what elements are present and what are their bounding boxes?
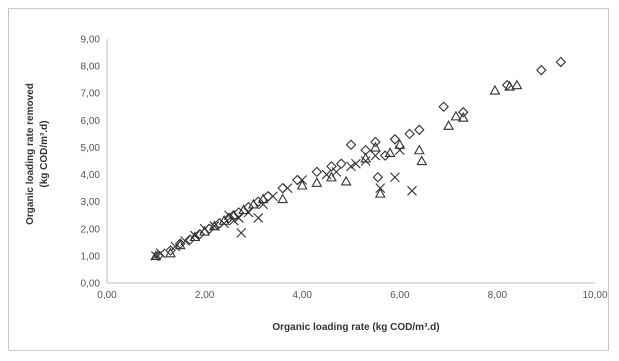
diamond-marker bbox=[404, 128, 415, 140]
x-marker bbox=[155, 248, 166, 259]
x-marker bbox=[375, 183, 386, 193]
x-marker bbox=[407, 185, 417, 196]
diamond-marker bbox=[501, 79, 513, 91]
x-marker bbox=[199, 223, 210, 234]
x-axis-ticks: 0,00 2,00 4,00 6,00 8,00 10,00 bbox=[97, 290, 608, 301]
triangle-marker bbox=[416, 155, 428, 166]
diamond-marker bbox=[372, 171, 384, 183]
triangle-marker bbox=[218, 215, 230, 225]
diamond-marker bbox=[457, 106, 469, 118]
x-marker bbox=[346, 161, 356, 172]
x-marker bbox=[370, 150, 381, 161]
x-marker bbox=[228, 215, 239, 226]
triangle-marker bbox=[394, 139, 406, 149]
x-marker bbox=[209, 221, 220, 231]
y-tick-label: 2,00 bbox=[81, 224, 101, 235]
y-axis-ticks: 0,00 1,00 2,00 3,00 4,00 5,00 6,00 7,00 8,00 9,00 bbox=[81, 35, 101, 290]
triangle-marker bbox=[174, 239, 186, 250]
x-marker bbox=[360, 156, 371, 166]
x-marker bbox=[170, 241, 181, 252]
triangle-marker bbox=[296, 179, 308, 190]
y-tick-label: 1,00 bbox=[81, 251, 101, 262]
x-marker bbox=[150, 251, 161, 261]
triangle-marker bbox=[208, 220, 220, 231]
x-marker bbox=[258, 199, 269, 210]
x-marker bbox=[189, 230, 200, 241]
diamond-marker bbox=[536, 64, 547, 76]
x-axis-title: Organic loading rate (kg COD/m³.d) bbox=[272, 322, 439, 333]
triangle-marker bbox=[457, 111, 469, 122]
y-tick-label: 6,00 bbox=[81, 116, 101, 127]
x-marker bbox=[243, 207, 254, 218]
triangle-marker bbox=[489, 84, 501, 95]
diamond-marker bbox=[194, 228, 205, 240]
y-tick-label: 8,00 bbox=[81, 62, 101, 73]
y-tick-label: 4,00 bbox=[81, 170, 101, 181]
y-tick-label: 7,00 bbox=[81, 89, 101, 100]
triangle-marker bbox=[374, 187, 386, 198]
x-tick-label: 6,00 bbox=[390, 290, 410, 301]
diamond-marker bbox=[326, 161, 337, 172]
chart-frame: 0,00 1,00 2,00 3,00 4,00 5,00 6,00 7,00 8,00 9,00… bbox=[8, 8, 609, 351]
triangle-marker bbox=[504, 80, 516, 91]
x-tick-label: 0,00 bbox=[97, 290, 117, 301]
diamond-marker bbox=[277, 182, 288, 194]
diamond-marker bbox=[233, 207, 245, 218]
y-axis-title-line2: (kg COD/m³.d) bbox=[39, 120, 50, 187]
triangle-marker bbox=[369, 141, 381, 152]
y-tick-label: 0,00 bbox=[81, 279, 101, 290]
triangle-marker bbox=[360, 152, 372, 163]
x-marker bbox=[253, 213, 264, 223]
diamond-marker bbox=[414, 124, 425, 136]
x-marker bbox=[350, 158, 361, 169]
triangle-marker bbox=[450, 110, 462, 121]
x-marker bbox=[282, 183, 293, 193]
diamond-marker bbox=[253, 196, 264, 207]
x-marker bbox=[219, 218, 230, 229]
triangle-marker bbox=[189, 231, 201, 242]
x-tick-label: 10,00 bbox=[582, 290, 607, 301]
triangle-marker bbox=[257, 193, 269, 204]
x-tick-label: 4,00 bbox=[292, 290, 312, 301]
data-markers bbox=[150, 56, 567, 262]
y-axis-title-line1: Organic loading rate removed bbox=[25, 83, 36, 225]
x-tick-label: 2,00 bbox=[195, 290, 215, 301]
diamond-marker bbox=[345, 139, 357, 151]
triangle-marker bbox=[247, 198, 259, 209]
diamond-marker bbox=[379, 150, 391, 161]
triangle-marker bbox=[340, 175, 352, 186]
x-marker bbox=[394, 145, 405, 156]
y-tick-label: 9,00 bbox=[81, 35, 101, 46]
x-tick-label: 8,00 bbox=[488, 290, 508, 301]
x-marker bbox=[180, 236, 190, 246]
diamond-marker bbox=[438, 101, 449, 113]
y-tick-label: 5,00 bbox=[81, 143, 101, 154]
diamond-marker bbox=[223, 212, 235, 224]
x-marker bbox=[268, 191, 278, 202]
x-marker bbox=[321, 169, 332, 180]
scatter-chart: 0,00 1,00 2,00 3,00 4,00 5,00 6,00 7,00 8,00 9,00… bbox=[25, 35, 608, 334]
triangle-marker bbox=[413, 144, 425, 155]
x-marker bbox=[331, 166, 342, 177]
x-marker bbox=[297, 175, 308, 185]
triangle-marker bbox=[384, 147, 396, 158]
diamond-marker bbox=[311, 166, 323, 178]
y-tick-label: 3,00 bbox=[81, 197, 101, 208]
triangle-marker bbox=[443, 120, 455, 130]
diamond-marker bbox=[389, 134, 401, 145]
diamond-marker bbox=[335, 158, 347, 169]
triangle-marker bbox=[165, 247, 176, 258]
diamond-marker bbox=[262, 190, 274, 202]
triangle-marker bbox=[277, 193, 289, 204]
triangle-marker bbox=[511, 79, 523, 90]
diamond-marker bbox=[555, 56, 567, 68]
diamond-marker bbox=[243, 201, 254, 213]
diamond-marker bbox=[370, 136, 381, 148]
x-marker bbox=[390, 172, 400, 183]
x-marker bbox=[236, 227, 247, 238]
x-marker bbox=[233, 213, 244, 223]
triangle-marker bbox=[311, 177, 323, 187]
